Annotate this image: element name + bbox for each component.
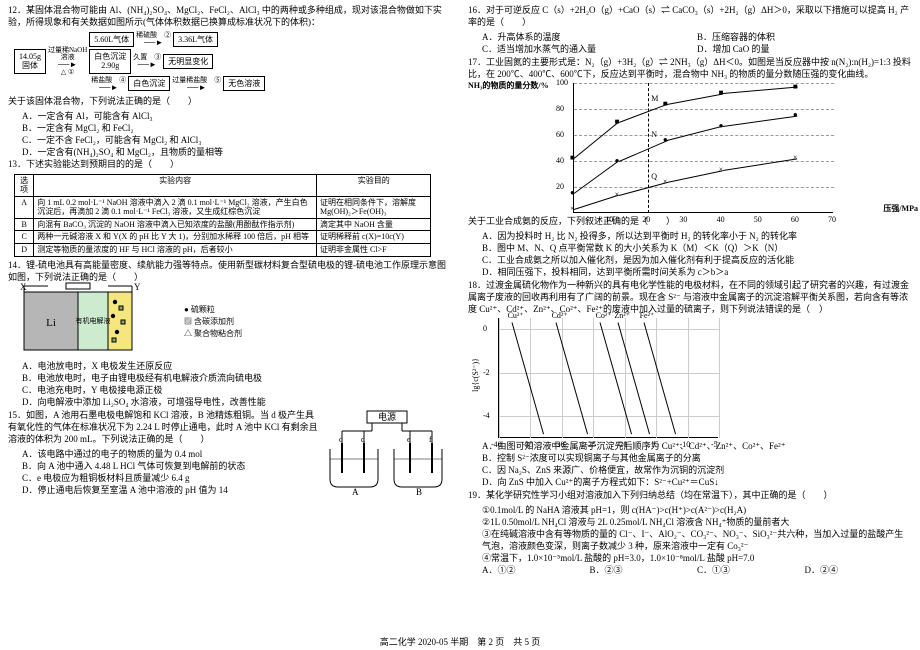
q15-opt-c: C．e 电极应为粗铜板材料且质量减少 6.4 g	[22, 472, 322, 484]
s4: ④常温下，1.0×10⁻⁵mol/L 盐酸的 pH=3.0，1.0×10⁻⁸mo…	[482, 552, 912, 564]
txt: 白色沉淀 2.90g	[89, 49, 131, 73]
q17-stem: 17．工业固氮的主要形式是：N₂（g）+3H₂（g）⇌ 2NH₃（g）ΔH＜0。…	[468, 56, 912, 80]
src: 电源	[378, 411, 396, 422]
td: 证明非金属性 Cl>F	[317, 244, 431, 257]
electrolysis-figure: 电源 c d e f A B	[322, 409, 452, 495]
d: d	[361, 435, 365, 444]
c: c	[339, 435, 343, 444]
q17c: C．工业合成氨之所以加入催化剂，是因为加入催化剂有利于提高反应的活化能	[482, 254, 912, 266]
td: 滴定其中 NaOH 含量	[317, 218, 431, 231]
y-label: Y	[134, 282, 141, 292]
tri-icon: △	[184, 329, 192, 338]
sq-icon: ▨	[184, 317, 192, 326]
q16-stem: 16．对于可逆反应 C（s）+2H₂O（g）+CaO（s）⇌ CaCO₃（s）+…	[468, 4, 912, 28]
A: A	[352, 487, 359, 497]
q13-table: 选项实验内容实验目的 A向 1 mL 0.2 mol·L⁻¹ NaOH 溶液中滴…	[14, 174, 431, 257]
q15-opt-d: D．停止通电后恢复至室温 A 池中溶液的 pH 值为 14	[22, 484, 322, 496]
q14-opt-c: C．电池充电时，Y 电极接电源正极	[22, 384, 452, 396]
txt: 稀盐酸 ④	[91, 76, 126, 84]
x-label: X	[20, 282, 27, 292]
q14-opt-b: B．电池放电时，电子由锂电极经有机电解液介质流向硫电极	[22, 372, 452, 384]
dot-icon: ●	[184, 305, 189, 314]
q16d: D．增加 CaO 的量	[697, 43, 912, 55]
txt: 白色沉淀	[128, 76, 170, 91]
q16c: C．适当增加水蒸气的通入量	[482, 43, 697, 55]
td: 证明稀释前 c(X)=10c(Y)	[317, 231, 431, 244]
txt: 无明显变化	[163, 54, 213, 69]
q16a: A．升高体系的温度	[482, 31, 697, 43]
txt: 白色沉淀	[94, 52, 126, 61]
s3: ③在纯碱溶液中含有等物质的量的 Cl⁻、I⁻、AlO₂⁻、CO₃²⁻、NO₃⁻、…	[482, 528, 912, 552]
txt: 5.60L气体	[89, 32, 134, 47]
q12-opt-d: D．一定含有(NH₄)₂SO₄ 和 MgCl₂，且物质的量相等	[22, 146, 452, 158]
td: 向 1 mL 0.2 mol·L⁻¹ NaOH 溶液中滴入 2 滴 0.1 mo…	[34, 196, 317, 218]
q12-opt-c: C．一定不含 FeCl₂，可能含有 MgCl₂ 和 AlCl₃	[22, 134, 452, 146]
q14-opt-d: D．向电解液中添加 Li₂SO₄ 水溶液，可增强导电性，改善性能	[22, 396, 452, 408]
q17-ask: 关于工业合成氨的反应，下列叙述正确的是（ ）	[468, 215, 912, 227]
th3: 实验目的	[317, 174, 431, 196]
q18-stem: 18．过渡金属硫化物作为一种新兴的具有电化学性能的电极材料，在不同的领域引起了研…	[468, 279, 912, 315]
xlabel: 压强/MPa	[883, 204, 918, 215]
q18d: D．向 ZnS 中加入 Cu²⁺的离子方程式如下：S²⁻+Cu²⁺＝CuS↓	[482, 476, 912, 488]
flow-start: 14.05g 固体	[14, 49, 46, 73]
td: 两种一元碱溶液 X 和 Y(X 的 pH 比 Y 大 1)，分别加水稀释 100…	[34, 231, 317, 244]
q15-opt-a: A．该电路中通过的电子的物质的量为 0.4 mol	[22, 448, 322, 460]
s2: ②1L 0.50mol/L NH₄Cl 溶液与 2L 0.25mol/L NH₄…	[482, 516, 912, 528]
q14-opt-a: A．电池放电时，X 电极发生还原反应	[22, 360, 452, 372]
q18b: B．控制 S²⁻浓度可以实现铜离子与其他金属离子的分离	[482, 452, 912, 464]
q12-stem: 12．某固体混合物可能由 Al、(NH₄)₂SO₄、MgCl₂、FeCl₂、Al…	[8, 4, 452, 28]
flow-diagram: 14.05g 固体 过量稀NaOH 溶液 ──► △ ① 5.60L气体 稀硫酸…	[14, 31, 452, 91]
q19-stem: 19．某化学研究性学习小组对溶液加入下列归纳总结（均在常温下），其中正确的是（ …	[468, 489, 912, 501]
f: f	[429, 435, 432, 444]
q12-opt-b: B．一定含有 MgCl₂ 和 FeCl₂	[22, 122, 452, 134]
q18c: C．因 Na₂S、ZnS 来源广、价格便宜，故常作为沉铜的沉淀剂	[482, 464, 912, 476]
footer: 高二化学 2020-05 半期 第 2 页 共 5 页	[0, 635, 920, 650]
q12-ask: 关于该固体混合物，下列说法正确的是（ ）	[8, 95, 452, 107]
li-label: Li	[46, 317, 56, 329]
txt: 无色溶液	[223, 76, 265, 91]
txt: 2.90g	[94, 61, 126, 70]
q12-opt-a: A．一定含有 Al，可能含有 AlCl₃	[22, 110, 452, 122]
q19d: D．②④	[805, 564, 913, 576]
q17a: A．因为投料时 H₂ 比 N₂ 投得多，所以达到平衡时 H₂ 的转化率小于 N₂…	[482, 230, 912, 242]
txt: △ ①	[48, 69, 87, 76]
q17b: B．图中 M、N、Q 点平衡常数 K 的大小关系为 K（M）＜K（Q）＞K（N）	[482, 242, 912, 254]
chart2: lg{c(S²⁻)}-40-35-30-25-20-15-10-5-4-20Cu…	[498, 318, 718, 438]
q14-stem: 14．锂-硫电池具有高能量密度、续航能力强等特点。使用新型碳材料复合型硫电极的锂…	[8, 259, 452, 283]
ylabel: NH₃的物质的量分数/%	[468, 81, 549, 92]
q15-opt-b: B．向 A 池中通入 4.48 L HCl 气体可恢复到电解前的状态	[22, 460, 322, 472]
txt: 久置 ③	[133, 53, 161, 61]
txt: 3.36L气体	[173, 32, 218, 47]
txt: 固体	[19, 61, 41, 70]
battery-figure: Li 有机电解液 X Y ● 硫颗粒 ▨ 含碳添加剂 △ 聚合物粘合剂	[18, 286, 452, 358]
s1: ①0.1mol/L 的 NaHA 溶液其 pH=1，则 c(HA⁻)>c(H⁺)…	[482, 504, 912, 516]
th1: 选项	[15, 174, 34, 196]
q18a: A．由图可知溶液中金属离子沉淀先后顺序为 Cu²⁺、Cd²⁺、Zn²⁺、Co²⁺…	[482, 440, 912, 452]
th2: 实验内容	[34, 174, 317, 196]
q19a: A．①②	[482, 564, 590, 576]
l3: 聚合物粘合剂	[194, 329, 242, 338]
B: B	[416, 487, 422, 497]
txt: 过量稀盐酸 ⑤	[172, 76, 221, 84]
chart1: 2040608010010203040506070■■■■■M●●●●●N×××…	[573, 83, 833, 213]
td: 证明在相同条件下，溶解度 Mg(OH)₂＞Fe(OH)₃	[317, 196, 431, 218]
q15-stem: 15．如图，A 池用石墨电极电解饱和 KCl 溶液，B 池精炼粗铜。当 d 极产…	[8, 409, 322, 445]
td: 测定等物质的量浓度的 HF 与 HCl 溶液的 pH，后者较小	[34, 244, 317, 257]
elec-label: 有机电解液	[76, 316, 111, 325]
txt: 稀硫酸 ②	[136, 31, 171, 39]
q16b: B．压缩容器的体积	[697, 31, 912, 43]
q19c: C．①③	[697, 564, 805, 576]
l2: 含碳添加剂	[194, 317, 234, 326]
e: e	[407, 435, 411, 444]
q13-stem: 13．下述实验能达到预期目的的是（ ）	[8, 158, 452, 170]
td: 向混有 BaCO₃ 沉淀的 NaOH 溶液中滴入已知浓度的盐酸(用酚酞作指示剂)	[34, 218, 317, 231]
q17d: D．相同压强下，投料相同，达到平衡所需时间关系为 c＞b＞a	[482, 266, 912, 278]
l1: 硫颗粒	[191, 305, 215, 314]
q19b: B．②③	[590, 564, 698, 576]
